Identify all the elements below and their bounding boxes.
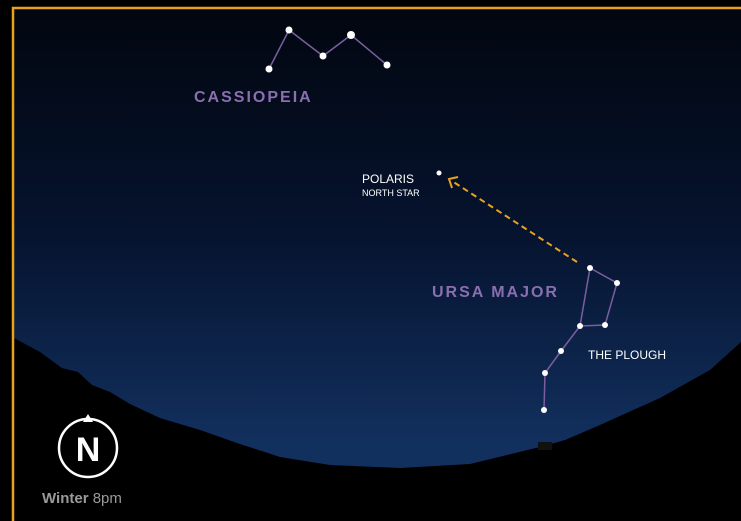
constellation-label: URSA MAJOR	[432, 284, 559, 301]
time: 8pm	[93, 490, 122, 507]
star	[614, 280, 620, 286]
star	[542, 370, 548, 376]
star	[541, 407, 547, 413]
constellation-label: CASSIOPEIA	[194, 89, 313, 106]
page: {"constellations": [{"label": "CASSIOPEI…	[0, 0, 741, 521]
sky-map: CASSIOPEIA URSA MAJOR THE PLOUGH POLARIS…	[0, 0, 741, 521]
star	[266, 66, 273, 73]
star	[286, 27, 293, 34]
star-label: POLARIS	[362, 172, 414, 186]
star	[558, 348, 564, 354]
star	[602, 322, 608, 328]
star	[587, 265, 593, 271]
season: Winter	[42, 490, 89, 507]
asterism-label: THE PLOUGH	[588, 348, 666, 362]
star-subtitle: NORTH STAR	[362, 188, 420, 198]
star	[320, 53, 327, 60]
star	[347, 31, 355, 39]
star	[384, 62, 391, 69]
star	[577, 323, 583, 329]
polaris-star	[437, 171, 442, 176]
compass-letter: N	[76, 431, 101, 469]
building	[538, 442, 552, 450]
caption: Winter 8pm	[42, 490, 122, 507]
